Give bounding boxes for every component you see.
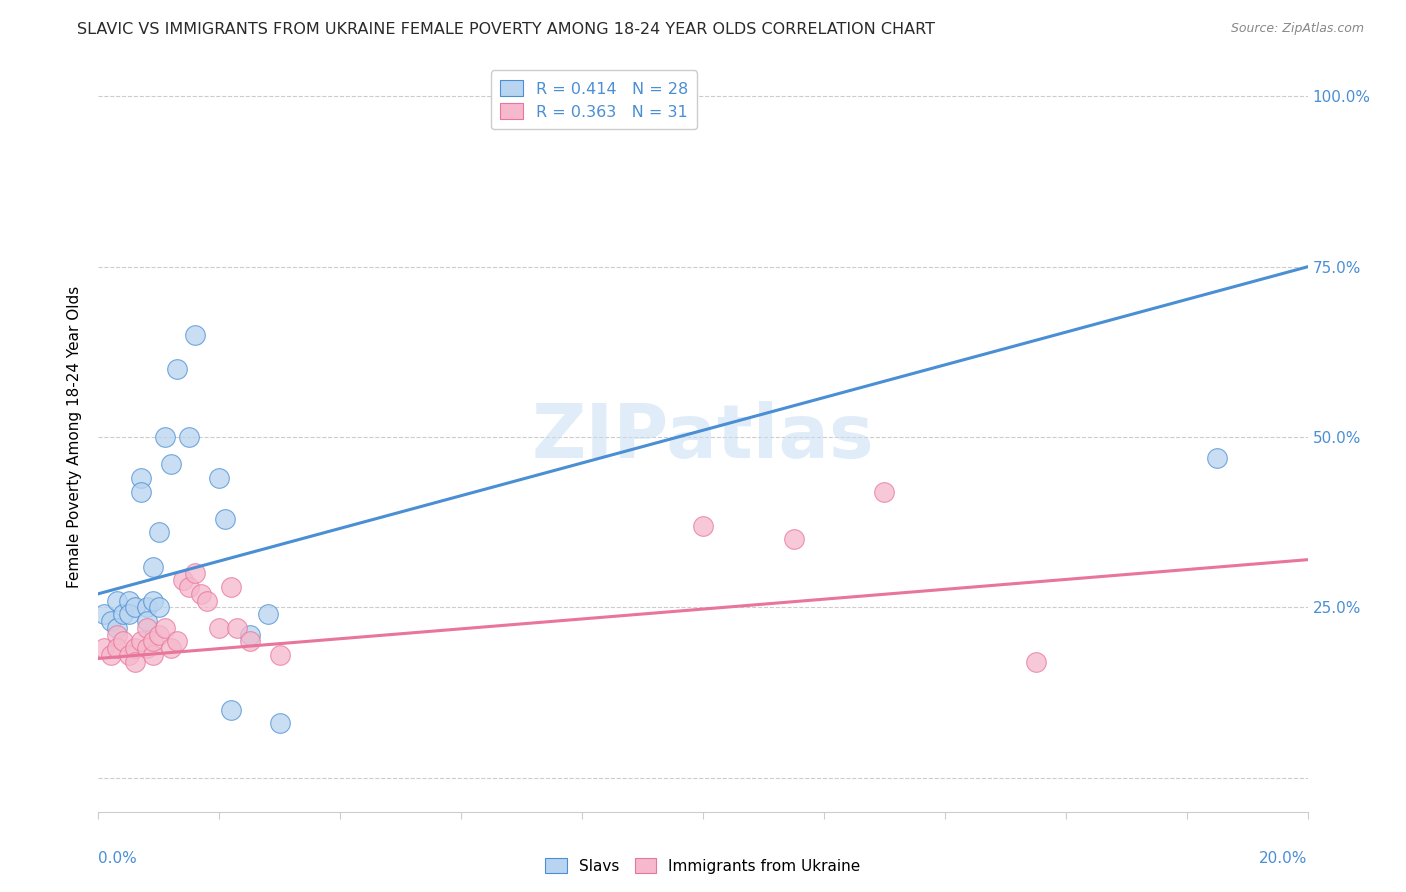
Point — [269, 648, 291, 662]
Point — [269, 716, 291, 731]
Point — [195, 593, 218, 607]
Point — [148, 600, 170, 615]
Point — [239, 627, 262, 641]
Point — [111, 634, 134, 648]
Point — [783, 533, 806, 547]
Point — [93, 607, 115, 622]
Point — [105, 627, 128, 641]
Point — [148, 627, 170, 641]
Point — [129, 471, 152, 485]
Text: 0.0%: 0.0% — [98, 851, 138, 865]
Point — [93, 641, 115, 656]
Point — [184, 327, 207, 342]
Point — [135, 600, 157, 615]
Point — [142, 648, 165, 662]
Point — [124, 655, 146, 669]
Point — [221, 702, 243, 716]
Text: ZIPatlas: ZIPatlas — [531, 401, 875, 474]
Point — [692, 518, 714, 533]
Point — [100, 614, 122, 628]
Text: Source: ZipAtlas.com: Source: ZipAtlas.com — [1230, 22, 1364, 36]
Point — [172, 573, 194, 587]
Text: 20.0%: 20.0% — [1260, 851, 1308, 865]
Point — [190, 587, 212, 601]
Point — [105, 593, 128, 607]
Point — [208, 621, 231, 635]
Point — [135, 621, 157, 635]
Point — [179, 580, 201, 594]
Point — [129, 484, 152, 499]
Point — [142, 559, 165, 574]
Point — [100, 648, 122, 662]
Point — [129, 634, 152, 648]
Point — [142, 634, 165, 648]
Point — [179, 430, 201, 444]
Y-axis label: Female Poverty Among 18-24 Year Olds: Female Poverty Among 18-24 Year Olds — [67, 286, 83, 588]
Point — [1206, 450, 1229, 465]
Point — [256, 607, 278, 622]
Point — [118, 593, 141, 607]
Point — [873, 484, 896, 499]
Point — [208, 471, 231, 485]
Point — [124, 600, 146, 615]
Legend: R = 0.414   N = 28, R = 0.363   N = 31: R = 0.414 N = 28, R = 0.363 N = 31 — [491, 70, 697, 129]
Point — [124, 641, 146, 656]
Point — [160, 641, 183, 656]
Point — [135, 641, 157, 656]
Point — [1024, 655, 1046, 669]
Point — [148, 525, 170, 540]
Point — [105, 621, 128, 635]
Point — [184, 566, 207, 581]
Point — [221, 580, 243, 594]
Point — [105, 641, 128, 656]
Point — [135, 614, 157, 628]
Point — [153, 621, 176, 635]
Point — [166, 362, 188, 376]
Point — [166, 634, 188, 648]
Point — [153, 430, 176, 444]
Point — [118, 648, 141, 662]
Point — [111, 607, 134, 622]
Point — [226, 621, 249, 635]
Point — [160, 458, 183, 472]
Point — [118, 607, 141, 622]
Point — [214, 512, 236, 526]
Text: SLAVIC VS IMMIGRANTS FROM UKRAINE FEMALE POVERTY AMONG 18-24 YEAR OLDS CORRELATI: SLAVIC VS IMMIGRANTS FROM UKRAINE FEMALE… — [77, 22, 935, 37]
Point — [142, 593, 165, 607]
Point — [239, 634, 262, 648]
Legend: Slavs, Immigrants from Ukraine: Slavs, Immigrants from Ukraine — [540, 852, 866, 880]
